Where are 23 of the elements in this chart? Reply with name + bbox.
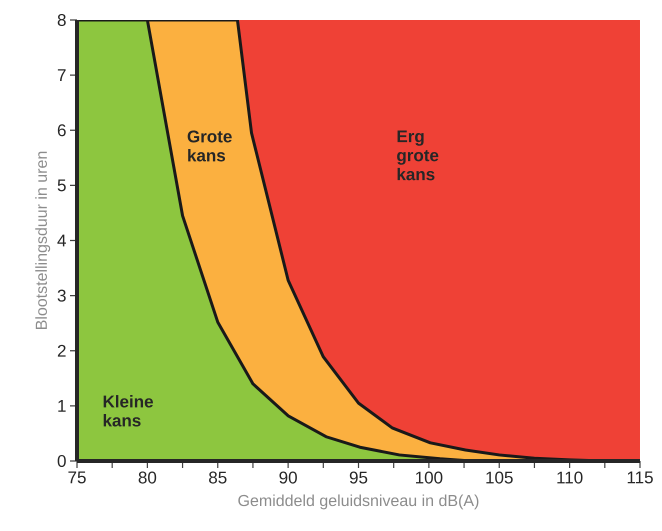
y-axis-title: Blootstellingsduur in uren [35, 152, 50, 330]
x-tick-label: 110 [557, 472, 583, 484]
annotation: Grote kans [188, 130, 232, 162]
x-tick-label: 105 [486, 472, 513, 484]
y-tick-label: 8 [58, 14, 66, 26]
annotation: Erg grote kans [397, 130, 438, 180]
y-tick-label: 1 [58, 400, 66, 412]
x-tick-label: 95 [350, 472, 368, 484]
y-tick-label: 0 [58, 454, 66, 468]
y-tick-label: 7 [58, 69, 66, 81]
x-tick-label: 90 [279, 472, 297, 484]
x-tick-label: 80 [138, 472, 156, 484]
x-tick-label: 75 [68, 472, 86, 484]
y-tick-label: 3 [58, 290, 66, 302]
x-tick-label: 85 [209, 472, 226, 484]
y-tick-label: 6 [58, 124, 66, 136]
y-tick-label: 2 [58, 344, 66, 357]
y-tick-label: 5 [58, 179, 66, 192]
x-tick-label: 115 [628, 472, 653, 484]
x-axis-title: Gemiddeld geluidsniveau in dB(A) [238, 494, 478, 510]
y-tick-label: 4 [57, 234, 66, 246]
annotation: Kleine kans [104, 395, 153, 427]
x-tick-label: 100 [416, 472, 442, 484]
